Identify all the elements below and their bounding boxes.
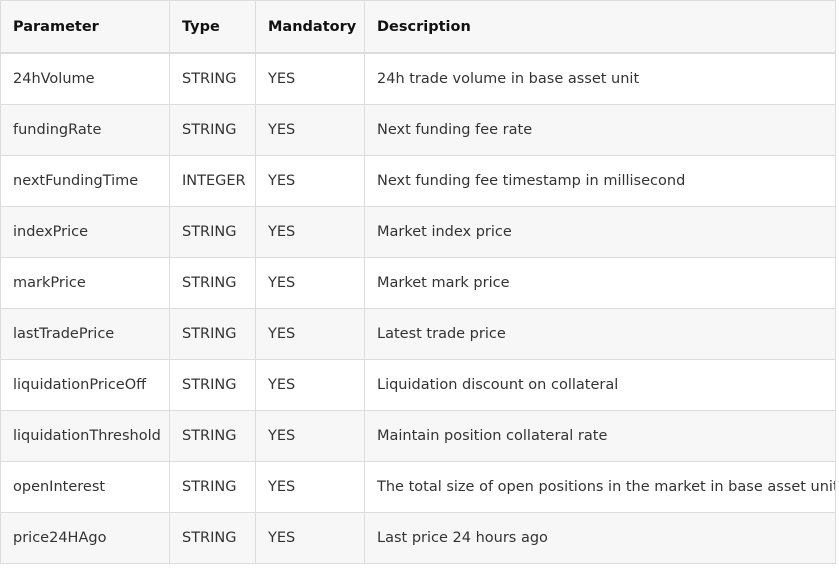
cell-mandatory: YES bbox=[255, 52, 365, 105]
table-row: lastTradePrice STRING YES Latest trade p… bbox=[0, 308, 836, 360]
table-row: indexPrice STRING YES Market index price bbox=[0, 206, 836, 258]
header-mandatory: Mandatory bbox=[255, 0, 365, 54]
cell-description: Last price 24 hours ago bbox=[364, 512, 836, 564]
cell-mandatory: YES bbox=[255, 461, 365, 513]
cell-type: STRING bbox=[169, 461, 256, 513]
cell-description: Next funding fee timestamp in millisecon… bbox=[364, 155, 836, 207]
table-row: markPrice STRING YES Market mark price bbox=[0, 257, 836, 309]
cell-mandatory: YES bbox=[255, 257, 365, 309]
cell-type: STRING bbox=[169, 410, 256, 462]
cell-mandatory: YES bbox=[255, 155, 365, 207]
cell-mandatory: YES bbox=[255, 308, 365, 360]
cell-description: 24h trade volume in base asset unit bbox=[364, 52, 836, 105]
cell-parameter: openInterest bbox=[0, 461, 170, 513]
cell-mandatory: YES bbox=[255, 104, 365, 156]
cell-description: Liquidation discount on collateral bbox=[364, 359, 836, 411]
table-row: nextFundingTime INTEGER YES Next funding… bbox=[0, 155, 836, 207]
cell-type: STRING bbox=[169, 257, 256, 309]
cell-type: INTEGER bbox=[169, 155, 256, 207]
cell-description: The total size of open positions in the … bbox=[364, 461, 836, 513]
cell-parameter: liquidationThreshold bbox=[0, 410, 170, 462]
cell-description: Latest trade price bbox=[364, 308, 836, 360]
table-body: 24hVolume STRING YES 24h trade volume in… bbox=[0, 52, 836, 564]
cell-parameter: indexPrice bbox=[0, 206, 170, 258]
cell-type: STRING bbox=[169, 52, 256, 105]
cell-type: STRING bbox=[169, 512, 256, 564]
cell-mandatory: YES bbox=[255, 359, 365, 411]
cell-mandatory: YES bbox=[255, 410, 365, 462]
cell-parameter: markPrice bbox=[0, 257, 170, 309]
cell-parameter: fundingRate bbox=[0, 104, 170, 156]
header-parameter: Parameter bbox=[0, 0, 170, 54]
cell-parameter: liquidationPriceOff bbox=[0, 359, 170, 411]
cell-type: STRING bbox=[169, 104, 256, 156]
table-row: liquidationPriceOff STRING YES Liquidati… bbox=[0, 359, 836, 411]
table-header: Parameter Type Mandatory Description bbox=[0, 0, 836, 54]
cell-description: Maintain position collateral rate bbox=[364, 410, 836, 462]
table-row: liquidationThreshold STRING YES Maintain… bbox=[0, 410, 836, 462]
cell-type: STRING bbox=[169, 359, 256, 411]
cell-parameter: price24HAgo bbox=[0, 512, 170, 564]
cell-type: STRING bbox=[169, 308, 256, 360]
cell-description: Market index price bbox=[364, 206, 836, 258]
cell-mandatory: YES bbox=[255, 512, 365, 564]
cell-description: Next funding fee rate bbox=[364, 104, 836, 156]
table-row: price24HAgo STRING YES Last price 24 hou… bbox=[0, 512, 836, 564]
table-row: 24hVolume STRING YES 24h trade volume in… bbox=[0, 52, 836, 105]
header-type: Type bbox=[169, 0, 256, 54]
cell-description: Market mark price bbox=[364, 257, 836, 309]
cell-mandatory: YES bbox=[255, 206, 365, 258]
cell-parameter: nextFundingTime bbox=[0, 155, 170, 207]
cell-type: STRING bbox=[169, 206, 256, 258]
table-row: fundingRate STRING YES Next funding fee … bbox=[0, 104, 836, 156]
header-description: Description bbox=[364, 0, 836, 54]
header-row: Parameter Type Mandatory Description bbox=[0, 0, 836, 54]
table-row: openInterest STRING YES The total size o… bbox=[0, 461, 836, 513]
cell-parameter: 24hVolume bbox=[0, 52, 170, 105]
cell-parameter: lastTradePrice bbox=[0, 308, 170, 360]
